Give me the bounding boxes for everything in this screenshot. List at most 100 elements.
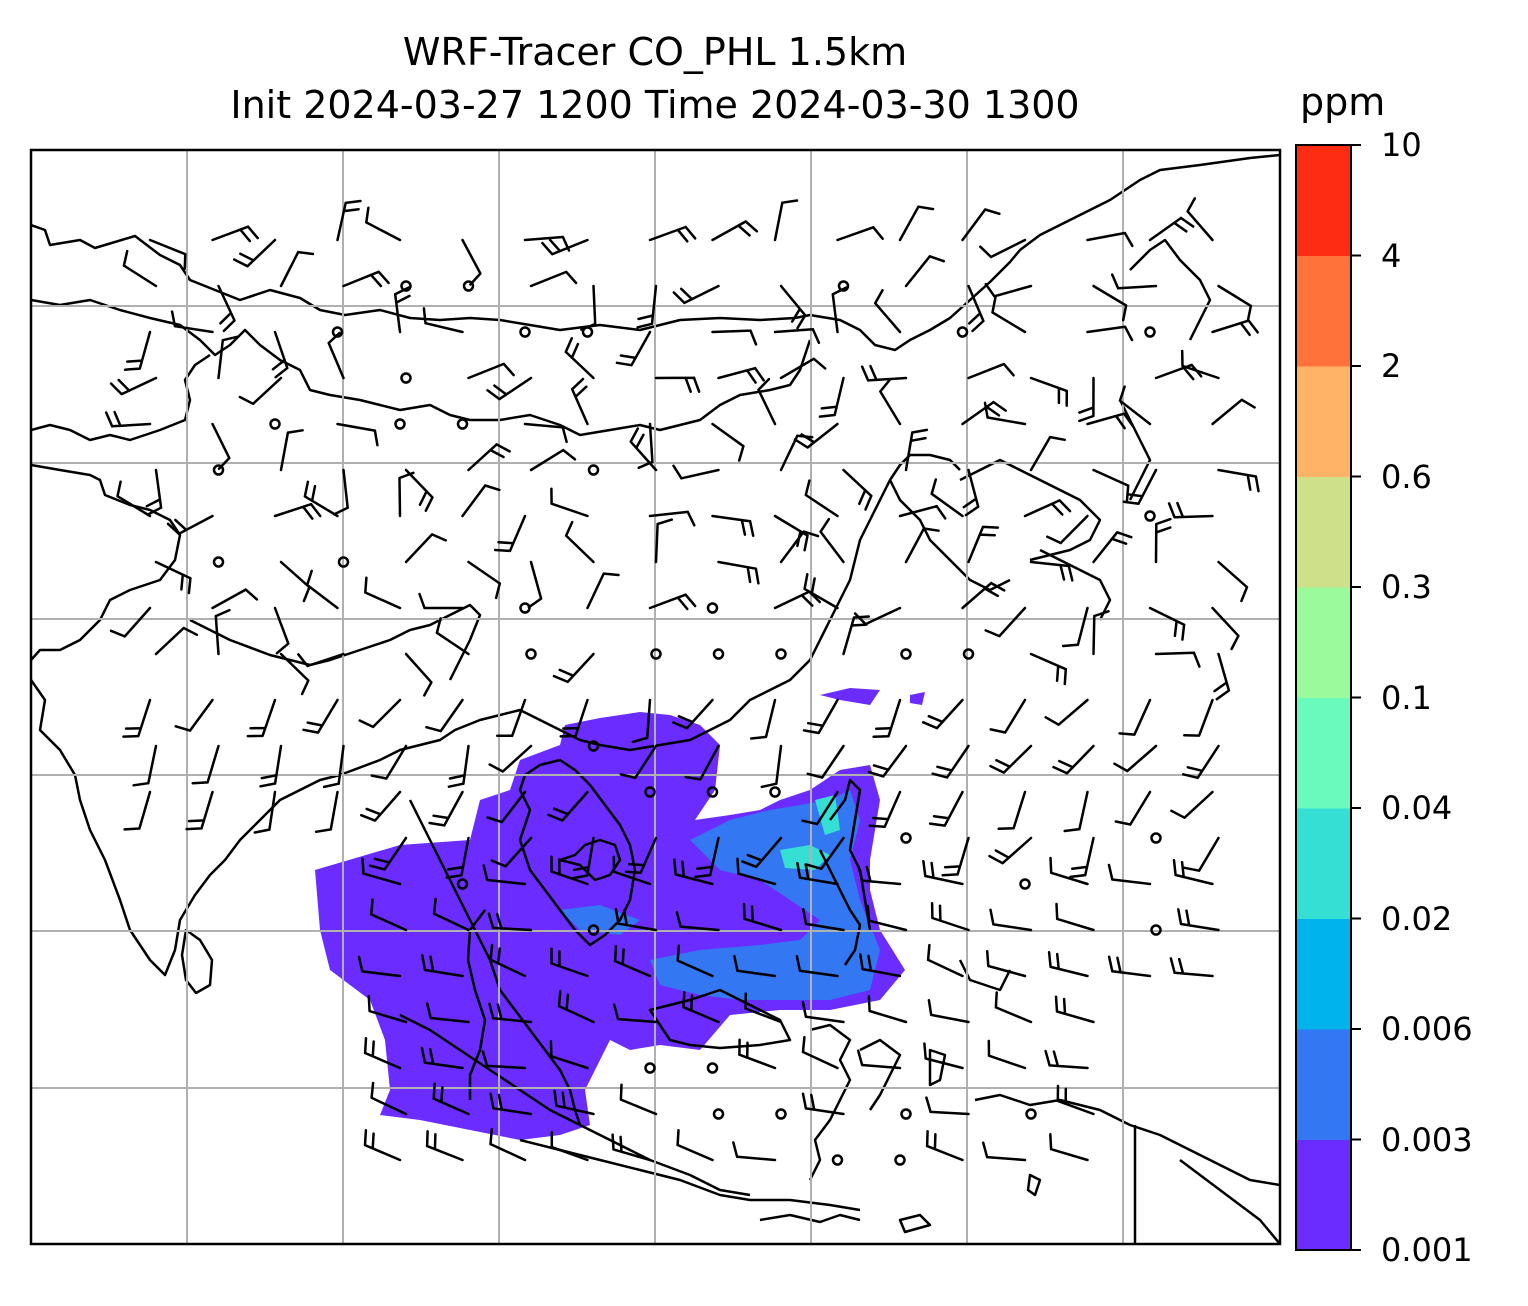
wind-barb (619, 1083, 658, 1116)
wind-barb (1029, 560, 1074, 582)
wind-barb (760, 744, 783, 789)
wind-barb (370, 898, 408, 932)
wind-barb-calm (519, 326, 531, 338)
wind-barb (868, 790, 902, 829)
wind-barb (985, 949, 1027, 978)
wind-barb (523, 422, 568, 444)
wind-barb (1183, 698, 1214, 737)
wind-barb (1114, 790, 1152, 826)
wind-barb (490, 836, 533, 868)
wind-barb (123, 790, 152, 831)
wind-barb (1069, 836, 1095, 879)
wind-barb (795, 954, 839, 978)
wind-barb (314, 790, 339, 834)
wind-barb (717, 366, 765, 384)
wind-barb (1046, 514, 1089, 545)
wind-barb (425, 1002, 470, 1024)
wind-barb (637, 422, 654, 470)
colorbar-unit-label: ppm (1300, 80, 1386, 124)
wind-barb (541, 238, 589, 256)
wind-barb-calm (644, 1062, 656, 1074)
wind-barb (991, 296, 1027, 334)
wind-barb (611, 1133, 652, 1162)
wind-barb (1092, 468, 1130, 502)
wind-barb (801, 1092, 845, 1116)
wind-barb-calm (837, 280, 850, 292)
wind-barb (1056, 1084, 1095, 1116)
wind-barb (1092, 284, 1128, 322)
wind-barb (489, 1092, 533, 1116)
wind-barb-calm (900, 1108, 912, 1120)
wind-barb (802, 698, 839, 735)
wind-barb (684, 744, 720, 781)
wind-barb (564, 520, 595, 564)
wind-barb (404, 533, 447, 564)
colorbar-tick-label: 0.1 (1381, 678, 1432, 717)
wind-barb (370, 744, 408, 780)
wind-barb-calm (712, 1108, 725, 1120)
wind-barb (1211, 606, 1240, 651)
wind-barb (860, 364, 908, 382)
wind-barb (796, 861, 839, 886)
wind-barb (842, 615, 871, 656)
wind-barb (461, 238, 482, 286)
wind-barb (741, 836, 783, 869)
colorbar-tick-label: 0.3 (1381, 568, 1432, 606)
wind-barb (467, 362, 515, 380)
tracer-plume-peak (780, 795, 840, 870)
wind-barb (1023, 499, 1072, 518)
wind-barb-calm (212, 556, 225, 568)
wind-barb (1217, 468, 1260, 493)
wind-barb (552, 652, 595, 684)
wind-barb (418, 592, 464, 610)
wind-barb (1029, 652, 1068, 686)
wind-barb (733, 954, 777, 978)
wind-barb (1047, 950, 1089, 978)
wind-barb (615, 330, 652, 367)
wind-barb (586, 572, 620, 610)
wind-barb (404, 652, 433, 697)
wind-barb (989, 908, 1033, 932)
wind-barb-calm (456, 418, 469, 430)
wind-barb (104, 410, 152, 428)
colorbar-segment (1296, 476, 1351, 588)
gridlines (31, 150, 1280, 1244)
wind-barb (361, 857, 402, 886)
wind-barb (872, 698, 902, 738)
wind-barb (398, 471, 415, 518)
wind-barb (818, 376, 845, 418)
wind-barb (1029, 376, 1069, 407)
wind-barb (931, 744, 970, 779)
colorbar-tick-label: 0.6 (1381, 457, 1432, 496)
wind-barb-calm (706, 786, 719, 798)
wind-barb (1092, 531, 1133, 564)
wind-barb (580, 284, 597, 331)
wind-barb (1029, 435, 1066, 472)
wind-barb (358, 698, 402, 729)
wind-barb (357, 955, 402, 978)
wind-barb (1086, 325, 1134, 342)
wind-barb (246, 698, 277, 738)
wind-barb (1054, 995, 1095, 1024)
wind-barb (819, 517, 845, 564)
wind-barb (1052, 744, 1095, 775)
wind-barb (481, 1050, 527, 1070)
wind-barb (979, 238, 1027, 259)
wind-barb (547, 790, 589, 822)
wind-barb (989, 698, 1027, 734)
wind-barb (553, 1089, 595, 1116)
tracer-plume-core (560, 790, 880, 1000)
wind-barb (988, 836, 1033, 865)
wind-barb (557, 990, 595, 1024)
wind-barb (253, 790, 277, 834)
wind-barb (738, 1038, 777, 1070)
colorbar-tick-label: 10 (1381, 126, 1422, 164)
colorbar-tick-label: 0.006 (1381, 1010, 1473, 1048)
wind-barb (1213, 652, 1231, 701)
wind-barb (873, 289, 902, 334)
wind-barb (806, 744, 845, 779)
wind-barb (467, 443, 511, 472)
wind-barbs (104, 197, 1260, 1166)
wind-barb (445, 836, 470, 879)
wind-barb (923, 1042, 964, 1070)
